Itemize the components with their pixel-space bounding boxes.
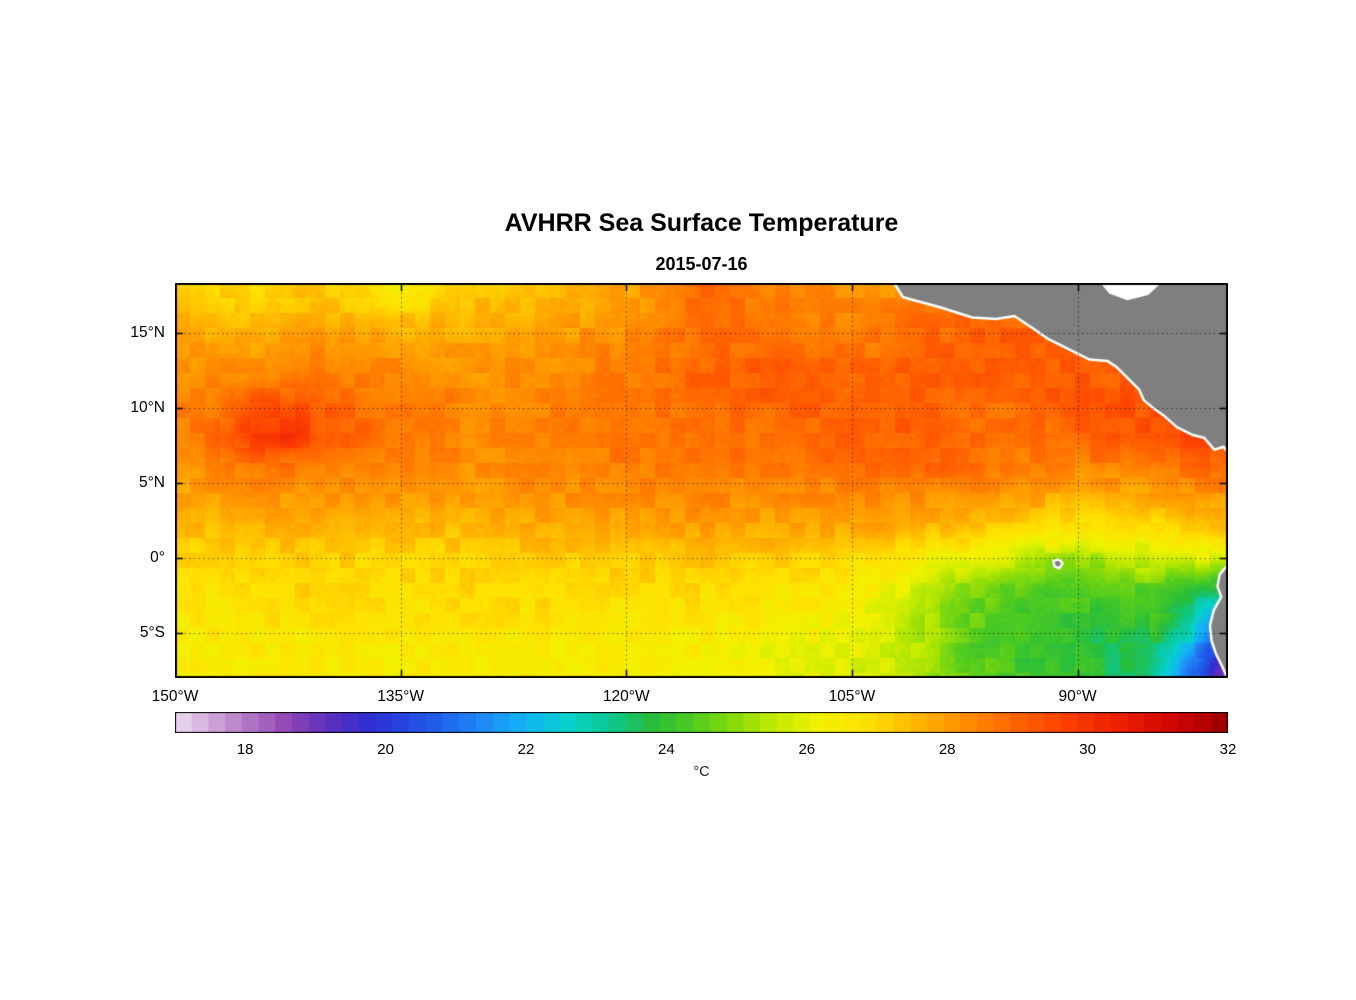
x-tick-label: 90°W	[1058, 688, 1097, 705]
y-tick-label: 15°N	[130, 323, 165, 341]
colorbar-tick-label: 30	[1079, 741, 1096, 758]
colorbar-tick-label: 26	[798, 741, 816, 758]
chart-title: AVHRR Sea Surface Temperature	[504, 209, 899, 237]
colorbar-tick-label: 18	[236, 741, 254, 758]
colorbar-tick-label: 20	[377, 741, 394, 758]
x-tick-label: 135°W	[377, 688, 424, 705]
y-tick-label: 10°N	[130, 398, 165, 416]
x-tick-label: 105°W	[828, 688, 876, 705]
colorbar-tick-label: 32	[1219, 741, 1237, 758]
y-tick-label: 5°N	[138, 473, 165, 491]
y-tick-label: 0°	[150, 548, 165, 566]
colorbar	[175, 712, 1228, 733]
colorbar-tick-label: 22	[517, 741, 535, 758]
x-tick-label: 120°W	[602, 688, 650, 705]
chart-date-subtitle: 2015-07-16	[655, 254, 748, 274]
colorbar-tick-label: 24	[658, 741, 675, 758]
sst-heatmap-canvas	[175, 283, 1228, 678]
y-tick-label: 5°S	[139, 623, 165, 641]
colorbar-unit-label: °C	[693, 764, 710, 780]
x-tick-label: 150°W	[151, 688, 199, 705]
colorbar-tick-label: 28	[938, 741, 956, 758]
